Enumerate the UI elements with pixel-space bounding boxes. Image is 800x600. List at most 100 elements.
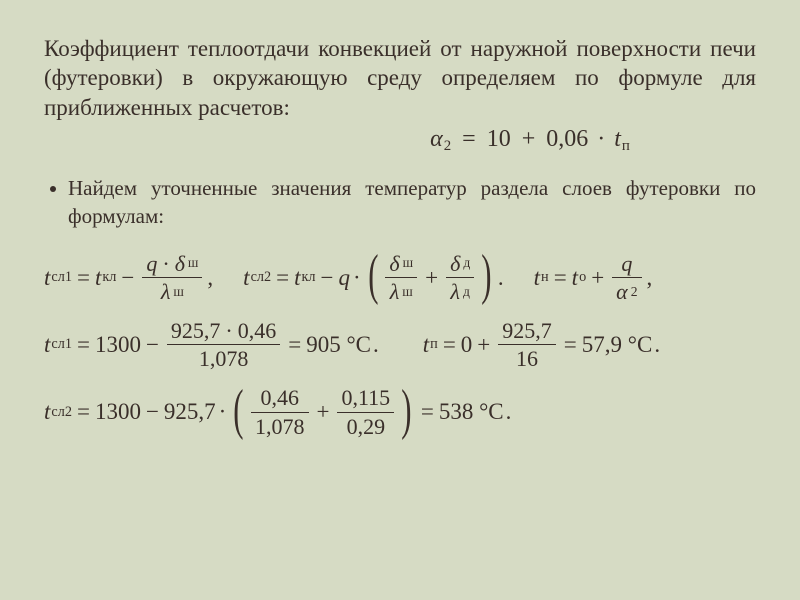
sub: кл <box>301 269 316 286</box>
num-literal: 0,46 <box>238 319 277 342</box>
sym: δ <box>175 252 185 275</box>
frac-bar <box>446 277 474 278</box>
fraction: q α2 <box>612 252 641 303</box>
formula-row-2: tсл1 = 1300 − 925,7 · 0,46 1,078 = 905 °… <box>44 319 756 370</box>
frac-bar <box>385 277 417 278</box>
equals: = <box>77 332 90 358</box>
calc-tp: tп = 0 + 925,7 16 = 57,9 °С. <box>423 319 660 370</box>
lparen-icon: ( <box>234 388 244 433</box>
sub: сл1 <box>50 336 72 353</box>
const-10: 10 <box>487 126 511 152</box>
unit: °С <box>346 332 371 358</box>
frac-bar <box>167 344 280 345</box>
fraction: δш λш <box>385 252 417 303</box>
sub: н <box>540 269 549 286</box>
sub: 2 <box>630 285 638 299</box>
sym: q <box>146 252 157 275</box>
equals: = <box>276 265 289 291</box>
minus: − <box>146 332 159 358</box>
bullet-text: Найдем уточненные значения температур ра… <box>68 175 756 230</box>
sym: λ <box>450 280 460 303</box>
numerator: δд <box>446 252 474 275</box>
num-literal: 0 <box>461 332 473 358</box>
fraction: 925,7 16 <box>498 319 556 370</box>
num-literal: 925,7 <box>164 399 216 425</box>
fraction: 0,46 1,078 <box>251 386 309 437</box>
formula-row-3: tсл2 = 1300 − 925,7 · ( 0,46 1,078 + 0,1… <box>44 386 756 437</box>
slide: Коэффициент теплоотдачи конвекцией от на… <box>0 0 800 600</box>
num-literal: 0,115 <box>341 386 390 409</box>
sym: δ <box>389 252 399 275</box>
sub: д <box>462 256 470 270</box>
sub: сл1 <box>50 269 72 286</box>
minus: − <box>146 399 159 425</box>
equals: = <box>77 265 90 291</box>
num-literal: 0,29 <box>347 415 386 438</box>
period: . <box>654 332 660 358</box>
numerator: 0,46 <box>257 386 304 409</box>
formula-alpha2: α2 = 10 + 0,06 · tп <box>44 126 756 155</box>
num-literal: 925,7 <box>171 319 221 342</box>
numerator: 925,7 <box>498 319 556 342</box>
formula-row-1: tсл1 = tкл − q · δш λш , tсл2 = tкл − <box>44 252 756 303</box>
cdot: · <box>162 252 169 275</box>
sub: о <box>578 269 586 286</box>
frac-bar <box>498 344 556 345</box>
numerator: q · δш <box>142 252 202 275</box>
equals: = <box>288 332 301 358</box>
sub: кл <box>101 269 116 286</box>
sym: α <box>616 280 628 303</box>
plus: + <box>477 332 490 358</box>
fraction: 925,7 · 0,46 1,078 <box>167 319 280 370</box>
result: 538 <box>439 399 474 425</box>
numerator: δш <box>385 252 417 275</box>
denominator: 16 <box>512 347 542 370</box>
frac-bar <box>612 277 641 278</box>
denominator: 0,29 <box>343 415 390 438</box>
sub: ш <box>172 285 184 299</box>
num-literal: 0,46 <box>261 386 300 409</box>
sym: λ <box>390 280 400 303</box>
bullet-item: Найдем уточненные значения температур ра… <box>50 175 756 230</box>
comma: , <box>647 265 653 291</box>
sub: ш <box>401 285 413 299</box>
sym: q <box>621 252 632 275</box>
fraction: δд λд <box>446 252 474 303</box>
frac-bar <box>142 277 202 278</box>
frac-bar <box>251 412 309 413</box>
period: . <box>498 265 504 291</box>
plus: + <box>522 126 536 152</box>
sub: ш <box>187 256 199 270</box>
rparen-icon: ) <box>401 388 411 433</box>
cdot: · <box>353 265 361 291</box>
equals: = <box>462 126 476 152</box>
sub: д <box>462 285 470 299</box>
denominator: λш <box>386 280 417 303</box>
equals: = <box>421 399 434 425</box>
sub: сл2 <box>50 404 72 421</box>
fraction: 0,115 0,29 <box>337 386 394 437</box>
num-literal: 16 <box>516 347 538 370</box>
calc-tsl2: tсл2 = 1300 − 925,7 · ( 0,46 1,078 + 0,1… <box>44 386 511 437</box>
equals: = <box>443 332 456 358</box>
sub: ш <box>402 256 414 270</box>
sym: δ <box>450 252 460 275</box>
denominator: λш <box>157 280 188 303</box>
bullet-dot-icon <box>50 186 56 192</box>
formula-tn: tн = tо + q α2 , <box>534 252 653 303</box>
cdot: · <box>219 399 227 425</box>
unit: °С <box>479 399 504 425</box>
num-literal: 1,078 <box>199 347 249 370</box>
intro-paragraph: Коэффициент теплоотдачи конвекцией от на… <box>44 34 756 122</box>
plus: + <box>425 265 438 291</box>
num-literal: 1,078 <box>255 415 305 438</box>
result: 57,9 <box>582 332 622 358</box>
num-literal: 925,7 <box>502 319 552 342</box>
period: . <box>373 332 379 358</box>
num-literal: 1300 <box>95 399 141 425</box>
result: 905 <box>306 332 341 358</box>
formula-tsl1: tсл1 = tкл − q · δш λш , <box>44 252 213 303</box>
denominator: λд <box>446 280 473 303</box>
sym: λ <box>161 280 171 303</box>
equals: = <box>554 265 567 291</box>
